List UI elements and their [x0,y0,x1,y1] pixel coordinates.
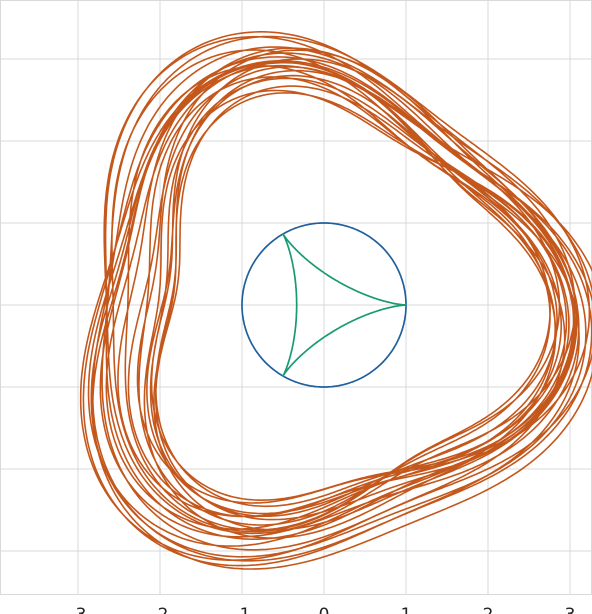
x-tick-label: 3 [565,605,576,614]
series-precessing-trefoil [79,31,592,570]
plot-area [79,31,592,570]
x-tick-label: -2 [152,605,169,614]
x-tick-label: -3 [70,605,87,614]
x-tick-label: 1 [401,605,412,614]
series-deltoid [282,233,407,377]
x-tick-label: 0 [319,605,330,614]
series-circle [241,222,407,388]
x-tick-label: 2 [483,605,494,614]
x-tick-label: -1 [234,605,251,614]
x-axis-tick-labels: -3 -2 -1 0 1 2 3 [70,605,576,614]
